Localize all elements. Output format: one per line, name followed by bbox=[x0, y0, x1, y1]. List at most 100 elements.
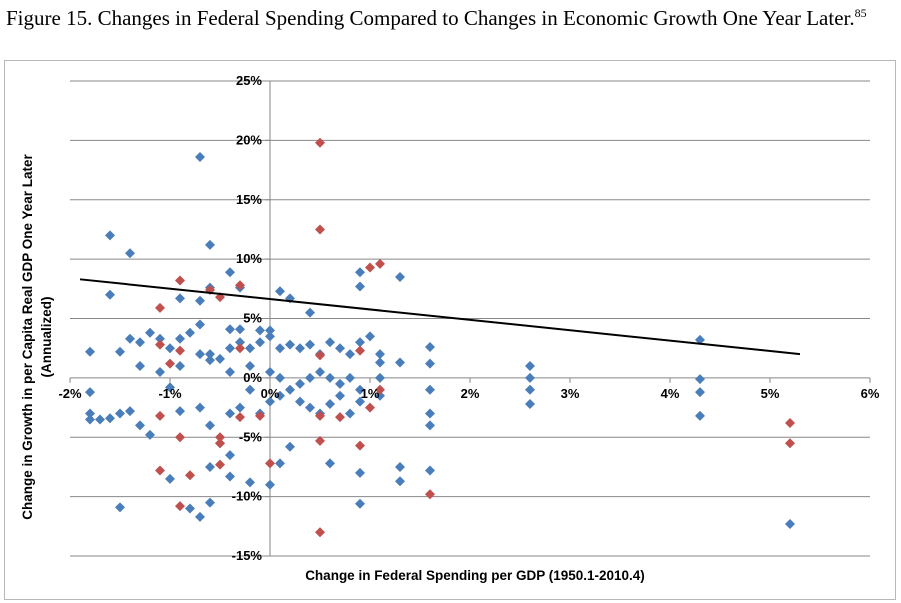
blue-data-point bbox=[375, 390, 385, 401]
blue-data-point bbox=[305, 402, 315, 413]
blue-data-point bbox=[225, 324, 235, 335]
blue-data-point bbox=[355, 337, 365, 348]
red-data-point bbox=[375, 258, 385, 269]
blue-data-point bbox=[225, 267, 235, 278]
blue-data-point bbox=[355, 267, 365, 278]
y-tick-label: -5% bbox=[239, 429, 263, 444]
blue-data-point bbox=[115, 408, 125, 419]
y-tick-label: 0% bbox=[243, 370, 262, 385]
red-data-point bbox=[365, 402, 375, 413]
axes bbox=[69, 80, 871, 557]
red-data-point bbox=[175, 501, 185, 512]
blue-data-point bbox=[695, 410, 705, 421]
blue-data-point bbox=[245, 477, 255, 488]
red-data-point bbox=[375, 384, 385, 395]
x-axis-title: Change in Federal Spending per GDP (1950… bbox=[305, 568, 645, 583]
blue-data-point bbox=[165, 343, 175, 354]
blue-data-point bbox=[115, 346, 125, 357]
blue-data-point bbox=[275, 372, 285, 383]
blue-data-point bbox=[345, 408, 355, 419]
blue-data-point bbox=[95, 414, 105, 425]
blue-data-point bbox=[195, 349, 205, 360]
blue-data-point bbox=[335, 390, 345, 401]
blue-data-point bbox=[245, 384, 255, 395]
y-tick-label: 15% bbox=[236, 192, 262, 207]
red-data-point bbox=[785, 438, 795, 449]
blue-data-point bbox=[345, 349, 355, 360]
blue-data-point bbox=[195, 295, 205, 306]
blue-data-point bbox=[175, 406, 185, 417]
blue-data-point bbox=[365, 331, 375, 342]
blue-data-point bbox=[285, 441, 295, 452]
trendline bbox=[79, 278, 801, 356]
red-data-point bbox=[215, 459, 225, 470]
blue-data-point bbox=[245, 361, 255, 371]
blue-data-point bbox=[255, 325, 265, 336]
x-tick-label: 6% bbox=[861, 386, 880, 401]
blue-data-point bbox=[275, 458, 285, 469]
y-axis-title-line2: (Annualized) bbox=[39, 297, 54, 378]
x-tick-label: 1% bbox=[361, 386, 380, 401]
blue-data-point bbox=[115, 502, 125, 513]
red-data-point bbox=[335, 412, 345, 423]
x-tick-label: 0% bbox=[261, 386, 280, 401]
x-tick-label: -2% bbox=[58, 386, 82, 401]
blue-data-point bbox=[425, 465, 435, 476]
y-tick-label: 25% bbox=[236, 73, 262, 88]
red-data-point bbox=[235, 280, 245, 291]
blue-data-point bbox=[525, 384, 535, 395]
blue-data-point bbox=[195, 402, 205, 413]
blue-data-point bbox=[395, 271, 405, 282]
x-tick-label: 4% bbox=[661, 386, 680, 401]
blue-data-point bbox=[125, 406, 135, 417]
red-data-point bbox=[185, 470, 195, 481]
x-tick-label: 3% bbox=[561, 386, 580, 401]
blue-data-point bbox=[285, 384, 295, 395]
blue-data-point bbox=[185, 503, 195, 514]
red-data-point bbox=[235, 343, 245, 354]
red-data-point bbox=[355, 345, 365, 356]
blue-data-point bbox=[265, 366, 275, 377]
blue-data-point bbox=[225, 366, 235, 377]
blue-data-point bbox=[225, 408, 235, 419]
blue-data-point bbox=[355, 467, 365, 478]
blue-data-point bbox=[105, 230, 115, 241]
blue-data-point bbox=[335, 378, 345, 389]
blue-data-point bbox=[375, 357, 385, 368]
red-data-point bbox=[155, 302, 165, 313]
blue-data-point bbox=[525, 399, 535, 409]
red-data-point bbox=[355, 440, 365, 451]
blue-data-point bbox=[215, 353, 225, 364]
red-data-point bbox=[215, 432, 225, 443]
blue-data-point bbox=[315, 366, 325, 377]
blue-data-point bbox=[225, 471, 235, 482]
red-data-point bbox=[315, 137, 325, 148]
red-data-point bbox=[315, 527, 325, 538]
blue-data-point bbox=[145, 327, 155, 338]
blue-data-point bbox=[175, 293, 185, 304]
red-data-point bbox=[255, 410, 265, 421]
figure-title-text: Figure 15. Changes in Federal Spending C… bbox=[6, 6, 855, 30]
red-data-point bbox=[155, 465, 165, 476]
y-axis-title: Change in Growth in per Capita Real GDP … bbox=[20, 153, 54, 519]
blue-data-point bbox=[275, 286, 285, 297]
y-tick-label: -10% bbox=[232, 489, 263, 504]
red-data-point bbox=[365, 262, 375, 273]
blue-data-point bbox=[265, 331, 275, 342]
blue-data-point bbox=[165, 382, 175, 393]
blue-data-point bbox=[325, 458, 335, 469]
red-data-point bbox=[425, 489, 435, 500]
chart-area: 25% 20% 15% 10% 5% 0% -5% -10% -15% -2% -1% 0% 1% 2% 3… bbox=[4, 60, 896, 600]
blue-data-point bbox=[175, 333, 185, 344]
red-data-point bbox=[155, 410, 165, 421]
blue-data-point bbox=[205, 349, 215, 360]
blue-data-point bbox=[395, 461, 405, 472]
blue-data-point bbox=[155, 366, 165, 377]
blue-data-point bbox=[165, 473, 175, 484]
red-data-point bbox=[155, 339, 165, 350]
blue-data-point bbox=[135, 337, 145, 348]
figure-title: Figure 15. Changes in Federal Spending C… bbox=[6, 4, 896, 32]
blue-data-point bbox=[355, 281, 365, 292]
blue-data-point bbox=[425, 420, 435, 431]
blue-data-point bbox=[295, 396, 305, 407]
